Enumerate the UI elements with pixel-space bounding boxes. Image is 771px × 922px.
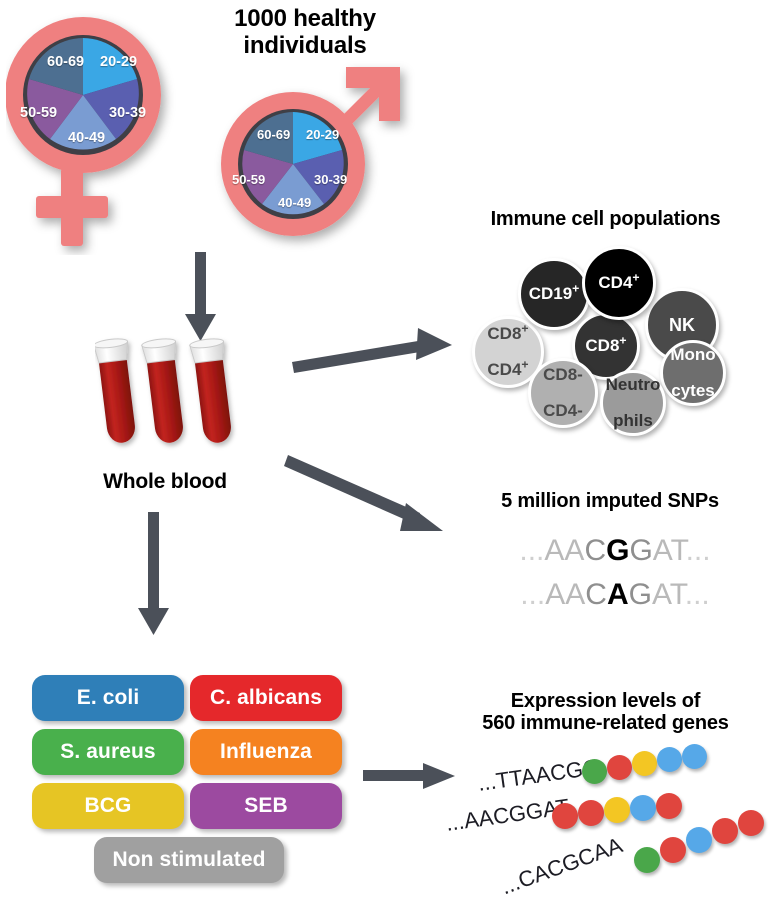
cell-label-line1: Mono bbox=[670, 345, 716, 365]
gene-bead bbox=[682, 744, 707, 769]
snp-variant-allele: G bbox=[606, 534, 630, 567]
arrow-stimulation-to-expression bbox=[363, 763, 455, 789]
cell-label-line2: phils bbox=[613, 410, 653, 430]
expression-section-title: Expression levels of 560 immune-related … bbox=[440, 690, 771, 735]
cohort-title-line2: individuals bbox=[243, 31, 367, 59]
gene-bead bbox=[712, 818, 738, 844]
cell-label-line2: cytes bbox=[671, 380, 715, 400]
stim-box-seb[interactable]: SEB bbox=[190, 783, 342, 829]
expression-title-line1: Expression levels of bbox=[510, 690, 701, 712]
gene-expression-strands: ...TTAACGG ...AACGGAT ...CACGCAA bbox=[444, 735, 771, 910]
snp-sequence-row-a: ...AACAGAT... bbox=[520, 578, 710, 611]
gene-bead bbox=[578, 800, 604, 826]
snp-sequence-row-g: ...AACGGAT... bbox=[519, 534, 711, 567]
female-age-pie bbox=[27, 38, 139, 150]
stimulation-conditions: E. coli C. albicans S. aureus Influenza … bbox=[32, 675, 352, 895]
snp-sequences: ...AACGGAT... ...AACAGAT... bbox=[470, 534, 760, 620]
stim-label: C. albicans bbox=[210, 686, 322, 709]
cell-label-line2: CD4- bbox=[543, 400, 583, 420]
arrow-blood-to-immune bbox=[292, 328, 452, 373]
snps-section-title: 5 million imputed SNPs bbox=[501, 490, 719, 512]
gene-bead bbox=[604, 797, 630, 823]
cell-label-line2: CD4+ bbox=[487, 357, 529, 379]
stim-label: SEB bbox=[244, 794, 288, 817]
cell-label: CD4+ bbox=[598, 270, 640, 293]
gene-bead bbox=[552, 803, 578, 829]
stim-box-e-coli[interactable]: E. coli bbox=[32, 675, 184, 721]
gene-bead bbox=[634, 847, 660, 873]
whole-blood-label: Whole blood bbox=[103, 470, 227, 493]
cohort-title-line1: 1000 healthy bbox=[234, 5, 376, 32]
stim-label: S. aureus bbox=[60, 740, 156, 763]
stim-box-bcg[interactable]: BCG bbox=[32, 783, 184, 829]
expression-title-line2: 560 immune-related genes bbox=[482, 712, 729, 735]
female-symbol-glyph bbox=[6, 17, 161, 246]
male-symbol-glyph bbox=[221, 67, 400, 236]
cell-label-line1: CD8+ bbox=[487, 321, 529, 344]
male-symbol: 20-29 30-39 40-49 50-59 60-69 bbox=[200, 45, 415, 255]
gene-bead bbox=[656, 793, 682, 819]
cell-label-line1: Neutro bbox=[605, 375, 661, 395]
stim-box-s-aureus[interactable]: S. aureus bbox=[32, 729, 184, 775]
gene-strand-3-sequence: ...CACGCAA bbox=[497, 832, 626, 900]
immune-cell-cluster: CD8+ CD4+ CD19+ CD4+ NK CD8+ Mono cytes CD… bbox=[460, 240, 771, 436]
male-age-pie bbox=[242, 112, 344, 215]
gene-bead bbox=[738, 810, 764, 836]
immune-cell-cd8-cd4-double-negative: CD8- CD4- bbox=[528, 358, 598, 428]
blood-tubes-glyph bbox=[93, 338, 231, 443]
stim-box-non-stimulated[interactable]: Non stimulated bbox=[94, 837, 284, 883]
gene-bead bbox=[686, 827, 712, 853]
immune-cell-cd19-positive: CD19+ bbox=[518, 258, 590, 330]
page-title: 1000 healthy individuals bbox=[170, 5, 440, 60]
arrow-blood-to-stimulation bbox=[138, 512, 169, 635]
cell-label: CD8+ bbox=[585, 333, 627, 356]
stim-label: Influenza bbox=[220, 740, 312, 763]
immune-section-title: Immune cell populations bbox=[490, 208, 721, 230]
stim-label: Non stimulated bbox=[112, 848, 266, 871]
stim-label: BCG bbox=[84, 794, 132, 817]
stim-box-influenza[interactable]: Influenza bbox=[190, 729, 342, 775]
immune-cell-cd4-positive: CD4+ bbox=[582, 246, 656, 320]
cell-label-line1: CD8- bbox=[543, 365, 583, 385]
immune-cell-monocytes: Mono cytes bbox=[660, 340, 726, 406]
arrow-blood-to-snps bbox=[284, 455, 443, 531]
stim-box-c-albicans[interactable]: C. albicans bbox=[190, 675, 342, 721]
female-symbol: 20-29 30-39 40-49 50-59 60-69 bbox=[6, 10, 186, 255]
gene-bead bbox=[582, 759, 607, 784]
blood-tubes bbox=[93, 335, 245, 465]
snp-variant-allele: A bbox=[606, 578, 629, 611]
stim-label: E. coli bbox=[76, 686, 140, 709]
gene-bead bbox=[657, 747, 682, 772]
gene-bead bbox=[632, 751, 657, 776]
gene-bead bbox=[660, 837, 686, 863]
cell-label: NK bbox=[669, 314, 695, 335]
arrow-cohort-to-blood bbox=[185, 252, 216, 341]
gene-bead bbox=[607, 755, 632, 780]
gene-bead bbox=[630, 795, 656, 821]
cell-label: CD19+ bbox=[528, 281, 580, 304]
immune-cell-neutrophils: Neutro phils bbox=[600, 370, 666, 436]
